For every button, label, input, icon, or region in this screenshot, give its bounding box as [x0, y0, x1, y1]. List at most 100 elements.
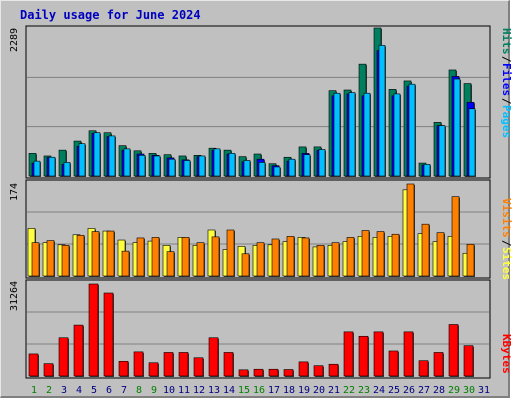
visits-bar [331, 242, 340, 277]
kbytes-bar [313, 365, 324, 377]
visits-max-label: 174 [9, 183, 20, 201]
day-tick-label: 31 [478, 385, 490, 396]
pages-bar [183, 160, 191, 177]
pages-bar [108, 135, 116, 177]
kbytes-bar [388, 350, 399, 377]
top-legend-separator: / [500, 98, 512, 105]
pages-bar [168, 158, 176, 177]
visits-bar [316, 245, 325, 277]
pages-bar [303, 154, 311, 177]
day-tick-label: 8 [136, 385, 142, 396]
pages-bar [273, 166, 281, 177]
pages-bar [348, 92, 356, 177]
visits-bar [271, 238, 280, 277]
day-tick-label: 14 [223, 385, 235, 396]
kbytes-bar [448, 324, 459, 377]
day-tick-label: 7 [121, 385, 127, 396]
visits-bar [286, 236, 295, 277]
hits-max-label: 2289 [9, 28, 20, 52]
pages-bar [363, 92, 371, 177]
pages-legend-label: Pages [500, 105, 512, 138]
pages-bar [198, 155, 206, 177]
day-tick-label: 24 [373, 385, 385, 396]
visits-bar [181, 237, 190, 277]
day-tick-label: 13 [208, 385, 220, 396]
kbytes-bar [253, 368, 264, 377]
visits-bar [211, 236, 220, 277]
pages-bar [393, 93, 401, 177]
kbytes-bar [403, 331, 414, 377]
pages-bar [468, 108, 476, 177]
visits-bar [451, 196, 460, 277]
pages-bar [258, 162, 266, 177]
pages-bar [288, 158, 296, 177]
day-tick-label: 27 [418, 385, 430, 396]
pages-bar [48, 156, 56, 177]
visits-bar [436, 232, 445, 277]
visits-bar [61, 245, 70, 277]
day-tick-label: 16 [253, 385, 265, 396]
visits-bar [226, 229, 235, 277]
kbytes-bar [373, 331, 384, 377]
day-tick-label: 25 [388, 385, 400, 396]
day-tick-label: 18 [283, 385, 295, 396]
visits-bar [256, 242, 265, 277]
day-tick-label: 10 [163, 385, 175, 396]
day-tick-label: 28 [433, 385, 445, 396]
pages-bar [63, 162, 71, 177]
pages-bar [213, 148, 221, 177]
kbytes-bar [193, 357, 204, 377]
day-tick-label: 22 [343, 385, 355, 396]
visits-bar [31, 242, 40, 277]
kbytes-bar [238, 369, 249, 377]
day-tick-label: 21 [328, 385, 340, 396]
kbytes-bar [343, 331, 354, 377]
kbytes-bar [118, 360, 129, 377]
kbytes-bar [418, 360, 429, 377]
pages-bar [318, 149, 326, 177]
pages-bar [333, 92, 341, 177]
kbytes-bar [463, 345, 474, 377]
kbytes-bar [103, 292, 114, 377]
visits-bar [151, 237, 160, 277]
visits-bar [406, 183, 415, 277]
kbytes-bar [28, 353, 39, 377]
pages-bar [33, 160, 41, 177]
day-tick-label: 3 [61, 385, 67, 396]
visits-bar [466, 243, 475, 277]
kbytes-bar [73, 324, 84, 377]
day-tick-label: 17 [268, 385, 280, 396]
kbytes-bar [268, 368, 279, 377]
day-tick-label: 2 [46, 385, 52, 396]
visits-bar [376, 231, 385, 277]
chart-title: Daily usage for June 2024 [20, 8, 201, 22]
kbytes-bar [283, 369, 294, 377]
visits-bar [46, 240, 55, 277]
day-tick-label: 1 [31, 385, 37, 396]
day-tick-label: 30 [463, 385, 475, 396]
kbytes-bar [163, 352, 174, 377]
day-tick-label: 11 [178, 385, 190, 396]
visits-bar [121, 250, 130, 277]
pages-bar [378, 45, 386, 177]
visits-bar [76, 234, 85, 277]
visits-bar [136, 237, 145, 277]
visits-bar [301, 237, 310, 277]
kbytes-bar [43, 363, 54, 377]
kbytes-bar [88, 283, 99, 377]
kbytes-bar [328, 363, 339, 377]
day-tick-label: 26 [403, 385, 415, 396]
pages-bar [153, 155, 161, 177]
visits-bar [391, 233, 400, 277]
kbytes-max-label: 31264 [9, 281, 20, 311]
kbytes-bar [148, 362, 159, 377]
pages-bar [438, 125, 446, 177]
kbytes-bar [178, 352, 189, 377]
visits-bar [91, 231, 100, 277]
pages-bar [228, 153, 236, 177]
pages-bar [423, 164, 431, 177]
visits-bar [421, 223, 430, 277]
top-legend-separator: / [500, 56, 512, 63]
kbytes-bar [133, 351, 144, 377]
